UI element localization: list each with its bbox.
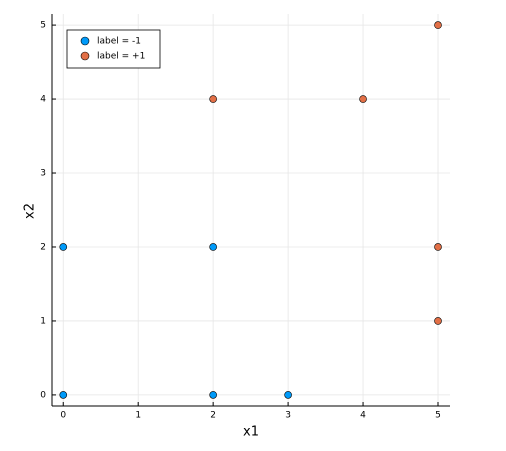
y-axis-label: x2 [23, 203, 38, 219]
y-tick-label: 5 [40, 21, 46, 31]
x-tick-label: 5 [435, 411, 441, 421]
y-tick-label: 3 [40, 169, 46, 179]
x-tick-label: 0 [60, 411, 66, 421]
point [359, 95, 367, 103]
point [209, 391, 217, 399]
x-tick-label: 4 [360, 411, 366, 421]
x-axis-label: x1 [243, 425, 259, 440]
point [59, 391, 68, 399]
point [434, 243, 442, 251]
y-tick-label: 1 [40, 316, 46, 326]
point [284, 391, 292, 399]
x-tick-label: 1 [135, 411, 141, 421]
legend-box [66, 29, 161, 69]
point [209, 243, 217, 251]
point [59, 243, 68, 251]
point [434, 21, 442, 29]
point [209, 95, 217, 103]
legend-marker [80, 36, 90, 46]
legend-marker [80, 51, 90, 61]
legend-label: label = -1 [97, 37, 141, 47]
y-tick-label: 4 [40, 95, 46, 105]
x-tick-label: 2 [210, 411, 216, 421]
x-tick-label: 3 [285, 411, 291, 421]
y-tick-label: 2 [40, 242, 46, 252]
point [434, 317, 442, 325]
y-tick-label: 0 [40, 390, 46, 400]
legend-label: label = +1 [97, 52, 145, 62]
